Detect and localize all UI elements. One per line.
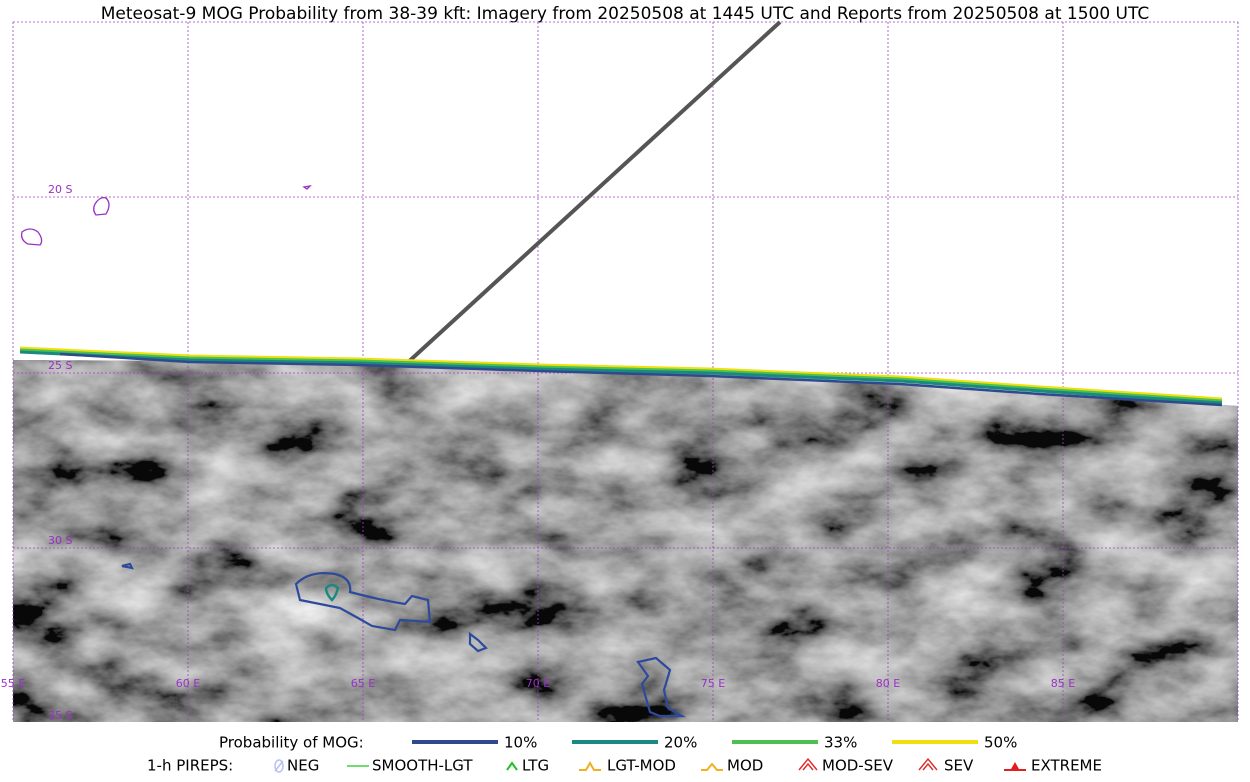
mog-contours bbox=[19, 346, 1223, 718]
legend-symbol bbox=[274, 759, 284, 773]
legend-title: 1-h PIREPS: bbox=[147, 757, 233, 775]
lat-label: 20 S bbox=[48, 183, 72, 196]
lon-label: 55 E bbox=[1, 677, 25, 690]
coastlines bbox=[20, 185, 312, 246]
legend-symbol bbox=[579, 760, 601, 771]
legend-label: 20% bbox=[664, 734, 697, 752]
swath-edge bbox=[403, 20, 782, 367]
legend-label: SMOOTH-LGT bbox=[372, 757, 473, 775]
legend-symbol bbox=[802, 762, 814, 771]
legend-title: Probability of MOG: bbox=[219, 734, 364, 752]
satellite-imagery bbox=[13, 360, 1238, 722]
grid-labels: 20 S 25 S 30 S 35 S 55 E 60 E 65 E 70 E … bbox=[1, 183, 1075, 722]
legend-label: LTG bbox=[522, 757, 549, 775]
lat-label: 30 S bbox=[48, 534, 72, 547]
legend-label: 10% bbox=[504, 734, 537, 752]
legend-symbol bbox=[798, 757, 818, 771]
lon-label: 85 E bbox=[1051, 677, 1075, 690]
legend-label: MOD-SEV bbox=[822, 757, 894, 775]
legend-label: LGT-MOD bbox=[607, 757, 676, 775]
legend-label: 50% bbox=[984, 734, 1017, 752]
lon-label: 65 E bbox=[351, 677, 375, 690]
legend-label: 33% bbox=[824, 734, 857, 752]
legend-symbol bbox=[922, 762, 934, 771]
legend-symbol bbox=[1004, 762, 1026, 771]
lat-label: 25 S bbox=[48, 359, 72, 372]
lon-label: 70 E bbox=[526, 677, 550, 690]
legend-symbol bbox=[918, 757, 938, 771]
lon-label: 60 E bbox=[176, 677, 200, 690]
legend-label: NEG bbox=[287, 757, 319, 775]
legend-symbol bbox=[506, 761, 518, 771]
legend: Probability of MOG: 1-h PIREPS: 10% 20% 33… bbox=[147, 734, 1102, 775]
lat-label: 35 S bbox=[48, 709, 72, 722]
title: Meteosat-9 MOG Probability from 38-39 kf… bbox=[101, 4, 1150, 24]
legend-symbol bbox=[274, 760, 284, 772]
legend-symbol bbox=[701, 762, 723, 771]
legend-label: MOD bbox=[727, 757, 763, 775]
lon-label: 75 E bbox=[701, 677, 725, 690]
legend-label: EXTREME bbox=[1031, 757, 1102, 775]
legend-label: SEV bbox=[944, 757, 974, 775]
lon-label: 80 E bbox=[876, 677, 900, 690]
